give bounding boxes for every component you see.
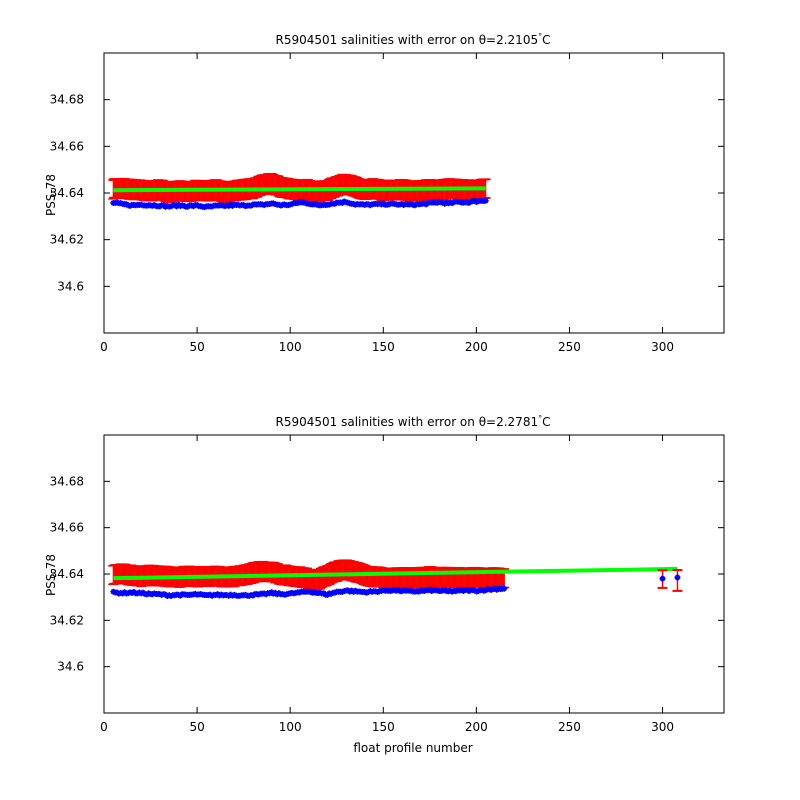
top-x-tick-label: 300 [651, 340, 674, 354]
bottom-panel-plot-area [108, 559, 683, 599]
bottom-panel-x-axis-label: float profile number [353, 741, 472, 755]
bottom-fit-line [113, 566, 678, 581]
top-panel-title: R5904501 salinities with error on θ=2.21… [276, 32, 551, 47]
bottom-float-point [674, 574, 681, 581]
bottom-panel: R5904501 salinities with error on θ=2.27… [44, 414, 725, 755]
bottom-x-tick-label: 200 [465, 720, 488, 734]
top-panel-title-unit: C [542, 33, 550, 47]
bottom-panel-title-main: R5904501 salinities with error on θ=2.27… [276, 415, 539, 429]
top-y-tick-label: 34.64 [50, 186, 84, 200]
top-y-tick-label: 34.66 [50, 139, 84, 153]
top-x-tick-label: 100 [279, 340, 302, 354]
top-panel: R5904501 salinities with error on θ=2.21… [44, 32, 725, 354]
bottom-panel-title-unit: C [542, 415, 550, 429]
top-panel-plot-area [108, 172, 491, 211]
bottom-panel-title: R5904501 salinities with error on θ=2.27… [276, 414, 551, 429]
bottom-x-tick-label: 50 [189, 720, 204, 734]
bottom-y-tick-label: 34.6 [57, 660, 84, 674]
top-y-tick-label: 34.68 [50, 93, 84, 107]
bottom-float-point [501, 585, 508, 592]
top-fit-line [113, 186, 486, 193]
top-y-tick-label: 34.62 [50, 233, 84, 247]
top-x-tick-label: 250 [558, 340, 581, 354]
top-float-point [482, 197, 489, 204]
bottom-x-tick-label: 150 [372, 720, 395, 734]
bottom-x-tick-label: 100 [279, 720, 302, 734]
top-x-tick-label: 50 [189, 340, 204, 354]
bottom-y-tick-label: 34.68 [50, 474, 84, 488]
bottom-y-tick-label: 34.64 [50, 567, 84, 581]
bottom-y-tick-label: 34.66 [50, 521, 84, 535]
bottom-panel-y-axis-label: PSS-78 [44, 554, 58, 596]
bottom-x-tick-label: 300 [651, 720, 674, 734]
top-x-tick-label: 150 [372, 340, 395, 354]
bottom-panel-title-degree: ° [538, 414, 542, 423]
top-x-tick-label: 0 [100, 340, 108, 354]
bottom-panel-axes: 0 50 100 150 200 250 300 34.6 34.62 34.64 34.66 34.… [50, 434, 725, 734]
top-panel-y-axis-label: PSS-78 [44, 174, 58, 216]
bottom-x-tick-label: 250 [558, 720, 581, 734]
top-panel-title-degree: ° [538, 32, 542, 41]
bottom-x-tick-label: 0 [100, 720, 108, 734]
top-panel-title-main: R5904501 salinities with error on θ=2.21… [276, 33, 539, 47]
bottom-y-tick-label: 34.62 [50, 613, 84, 627]
top-panel-axes: 0 50 100 150 200 250 300 34.6 34.62 34.64 34.66 34.… [50, 52, 725, 354]
bottom-float-point [659, 575, 666, 582]
top-x-tick-label: 200 [465, 340, 488, 354]
top-y-tick-label: 34.6 [57, 279, 84, 293]
